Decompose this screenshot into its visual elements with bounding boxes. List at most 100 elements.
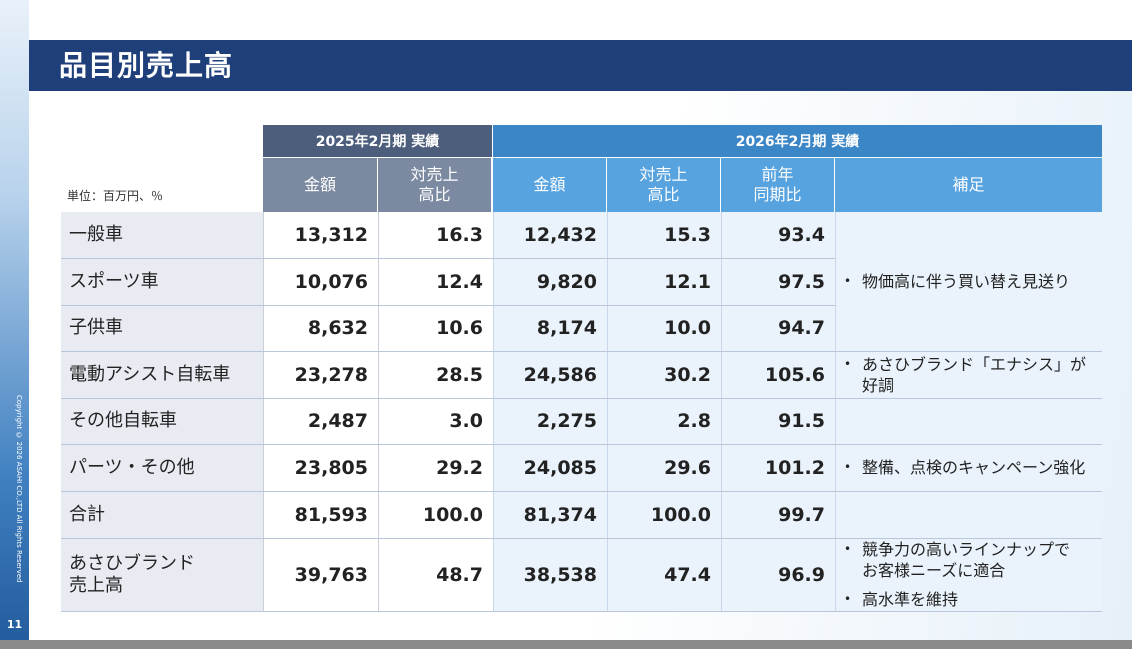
- header-ratio-2026: 対売上 高比: [607, 158, 721, 212]
- page-number: 11: [6, 618, 23, 631]
- amount-2026: 24,085: [493, 444, 607, 491]
- bullet: •: [844, 592, 852, 606]
- row-divider: [61, 538, 1102, 539]
- amount-2026: 81,374: [493, 491, 607, 538]
- yoy-ratio: 105.6: [721, 351, 835, 398]
- yoy-ratio: 97.5: [721, 258, 835, 305]
- ratio-2026: 100.0: [607, 491, 721, 538]
- header-ratio-2025-line1: 対売上: [410, 165, 459, 184]
- yoy-ratio: 94.7: [721, 305, 835, 351]
- row-divider: [61, 491, 1102, 492]
- note-cell-empty: [835, 398, 1102, 444]
- row-label-line1: あさひブランド: [69, 552, 195, 574]
- title-bar: [29, 40, 1132, 91]
- amount-2025: 10,076: [263, 258, 378, 305]
- header-note: 補足: [835, 158, 1102, 212]
- amount-2025: 23,805: [263, 444, 378, 491]
- ratio-2025: 3.0: [378, 398, 493, 444]
- header-ratio-2026-line1: 対売上: [639, 165, 688, 184]
- row-label: パーツ・その他: [61, 444, 263, 491]
- note-item: • 競争力の高いラインナップで: [844, 539, 1070, 560]
- row-label: 一般車: [61, 212, 263, 258]
- header-ratio-2025-line2: 高比: [418, 185, 451, 204]
- amount-2026: 38,538: [493, 538, 607, 611]
- row-divider: [61, 444, 1102, 445]
- row-divider: [61, 305, 835, 306]
- row-label: スポーツ車: [61, 258, 263, 305]
- amount-2026: 12,432: [493, 212, 607, 258]
- yoy-ratio: 91.5: [721, 398, 835, 444]
- ratio-2026: 2.8: [607, 398, 721, 444]
- bullet: •: [844, 274, 852, 288]
- note-text: 物価高に伴う買い替え見送り: [862, 272, 1071, 291]
- note-text: 好調: [862, 375, 895, 395]
- ratio-2025: 48.7: [378, 538, 493, 611]
- header-yoy: 前年 同期比: [721, 158, 835, 212]
- note-list: • 競争力の高いラインナップで お客様ニーズに適合 • 高水準を維持: [844, 539, 1070, 610]
- row-divider: [61, 398, 1102, 399]
- ratio-2026: 29.6: [607, 444, 721, 491]
- note-item: • 物価高に伴う買い替え見送り: [844, 271, 1070, 292]
- ratio-2025: 28.5: [378, 351, 493, 398]
- header-yoy-line2: 同期比: [753, 185, 802, 204]
- ratio-2026: 15.3: [607, 212, 721, 258]
- amount-2025: 2,487: [263, 398, 378, 444]
- ratio-2025: 100.0: [378, 491, 493, 538]
- row-label: あさひブランド 売上高: [61, 538, 263, 611]
- ratio-2025: 16.3: [378, 212, 493, 258]
- amount-2025: 8,632: [263, 305, 378, 351]
- note-item: • 整備、点検のキャンペーン強化: [844, 457, 1085, 478]
- note-text: お客様ニーズに適合: [862, 561, 1006, 580]
- unit-label: 単位：百万円、％: [67, 189, 164, 203]
- left-accent-strip: [0, 0, 29, 640]
- yoy-ratio: 99.7: [721, 491, 835, 538]
- note-text: 高水準を維持: [862, 590, 959, 609]
- row-label-line2: 売上高: [69, 574, 123, 596]
- row-label: 合計: [61, 491, 263, 538]
- bullet: •: [844, 542, 852, 556]
- amount-2026: 24,586: [493, 351, 607, 398]
- header-group-2026: 2026年2月期 実績: [493, 125, 1102, 157]
- note-text: 競争力の高いラインナップで: [862, 540, 1071, 559]
- amount-2026: 8,174: [493, 305, 607, 351]
- amount-2025: 81,593: [263, 491, 378, 538]
- amount-2025: 13,312: [263, 212, 378, 258]
- note-cell: • 整備、点検のキャンペーン強化: [835, 444, 1102, 491]
- row-label: 子供車: [61, 305, 263, 351]
- row-divider: [61, 351, 1102, 352]
- row-divider: [61, 258, 835, 259]
- ratio-2025: 29.2: [378, 444, 493, 491]
- note-cell: • 競争力の高いラインナップで お客様ニーズに適合 • 高水準を維持: [835, 538, 1102, 611]
- bullet: •: [844, 460, 852, 474]
- amount-2025: 39,763: [263, 538, 378, 611]
- note-cell: • 物価高に伴う買い替え見送り: [835, 212, 1102, 351]
- note-item: • 高水準を維持: [844, 589, 1070, 610]
- yoy-ratio: 93.4: [721, 212, 835, 258]
- header-amount-2026: 金額: [493, 158, 607, 212]
- amount-2026: 9,820: [493, 258, 607, 305]
- bullet: •: [844, 356, 852, 371]
- ratio-2025: 10.6: [378, 305, 493, 351]
- ratio-2026: 30.2: [607, 351, 721, 398]
- note-text: 整備、点検のキャンペーン強化: [862, 458, 1086, 477]
- amount-2025: 23,278: [263, 351, 378, 398]
- header-ratio-2026-line2: 高比: [647, 185, 680, 204]
- ratio-2026: 10.0: [607, 305, 721, 351]
- header-group-2025: 2025年2月期 実績: [263, 125, 492, 157]
- copyright-text: Copyright © 2026 ASAHI CO.,LTD All Right…: [15, 395, 23, 583]
- yoy-ratio: 96.9: [721, 538, 835, 611]
- ratio-2026: 47.4: [607, 538, 721, 611]
- table-bottom-border: [61, 611, 1102, 612]
- amount-2026: 2,275: [493, 398, 607, 444]
- header-amount-2025: 金額: [263, 158, 378, 212]
- note-cell: • あさひブランド「エナシス」が 好調: [835, 351, 1102, 398]
- row-label: その他自転車: [61, 398, 263, 444]
- ratio-2026: 12.1: [607, 258, 721, 305]
- header-ratio-2025: 対売上 高比: [378, 158, 492, 212]
- yoy-ratio: 101.2: [721, 444, 835, 491]
- note-item: • あさひブランド「エナシス」が 好調: [844, 354, 1086, 396]
- note-cell-empty: [835, 491, 1102, 538]
- row-label: 電動アシスト自転車: [61, 351, 263, 398]
- ratio-2025: 12.4: [378, 258, 493, 305]
- header-yoy-line1: 前年: [761, 165, 794, 184]
